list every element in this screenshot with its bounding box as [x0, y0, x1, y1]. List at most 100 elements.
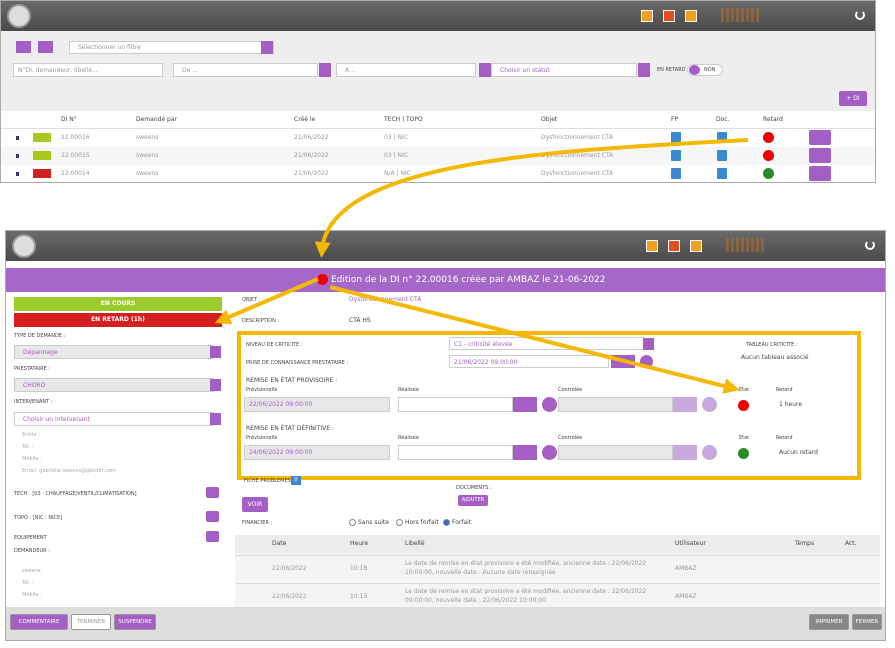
footer-button[interactable]: IMPRIMER	[809, 614, 849, 630]
add-button[interactable]	[206, 511, 219, 522]
done-input[interactable]	[398, 445, 513, 460]
calendar-button[interactable]	[673, 397, 697, 412]
dropdown-circle[interactable]	[542, 397, 557, 412]
documents-add-button[interactable]: AJOUTER	[458, 495, 488, 506]
cell: Dysfonctionnement CTA	[541, 134, 614, 141]
calendar-button[interactable]	[513, 445, 537, 460]
cell: Le date de remise en état provisoire a é…	[405, 588, 647, 604]
table-row[interactable]: 22.00014 sweens 21/06/2022 N/A | NIC Dysfonc…	[1, 165, 875, 182]
field-label: EQUIPEMENT	[14, 535, 47, 541]
table-row[interactable]: 22.00015 sweens 21/06/2022 03 | NIC Dysfonct…	[1, 147, 875, 165]
dropdown-circle[interactable]	[702, 445, 717, 460]
column-label: Retard	[776, 435, 793, 441]
status-color	[33, 169, 51, 178]
cell: sweens	[136, 134, 159, 141]
radio[interactable]	[396, 519, 403, 526]
planned-input: 24/06/2022 09:00:00	[244, 445, 390, 460]
table-row[interactable]: 22.00016 sweens 21/06/2022 03 | NIC Dysfonct…	[1, 129, 875, 147]
dropdown-circle[interactable]	[702, 397, 717, 412]
list-screen: Sélectionner un filtre N°DI, demandeur, l…	[0, 0, 876, 183]
field-label: PRESTATAIRE :	[14, 366, 50, 372]
to-input[interactable]: A ...	[336, 63, 476, 77]
toolbar-icon[interactable]	[690, 240, 702, 252]
cell: Le date de remise en état provisoire a é…	[405, 560, 647, 576]
edit-button[interactable]	[809, 166, 831, 181]
late-label: EN RETARD	[657, 67, 686, 73]
from-input[interactable]: De ...	[173, 63, 318, 77]
radio[interactable]	[349, 519, 356, 526]
fp-icon[interactable]	[671, 150, 681, 161]
radio[interactable]	[443, 519, 450, 526]
power-button[interactable]	[855, 10, 865, 20]
search-input[interactable]: N°DI, demandeur, libellé...	[13, 63, 163, 77]
cell: AMBAZ	[675, 593, 697, 600]
footer-button[interactable]: SUSPENDRE	[114, 614, 156, 630]
filter-button[interactable]	[16, 41, 31, 53]
footer-button[interactable]: FERMER	[852, 614, 882, 630]
field-label: DEMANDEUR :	[14, 548, 50, 554]
filter-select[interactable]: Sélectionner un filtre	[69, 41, 274, 54]
checked-input[interactable]	[558, 397, 673, 412]
doc-icon[interactable]	[717, 168, 727, 179]
add-di-button[interactable]: + DI	[839, 91, 867, 106]
cell: 22/06/2022	[272, 565, 307, 572]
dropdown-circle[interactable]	[542, 445, 557, 460]
calendar-button[interactable]	[479, 63, 491, 77]
eraser-button[interactable]	[38, 41, 53, 53]
toolbar-icon[interactable]	[685, 10, 697, 22]
column-header: Heure	[350, 540, 369, 547]
view-button[interactable]: VOIR	[242, 497, 268, 512]
ack-input[interactable]: 21/06/2022 09:00:00	[449, 355, 609, 368]
footer-button[interactable]: TERMINER	[71, 614, 111, 630]
info-line: sweens	[22, 568, 41, 574]
cell: 03 | NIC	[384, 134, 408, 141]
done-input[interactable]	[398, 397, 513, 412]
criticity-select[interactable]: C1 - criticité élevée	[449, 337, 644, 350]
cell: 22.00014	[61, 170, 90, 177]
doc-icon[interactable]	[717, 132, 727, 143]
column-label: Retard	[776, 387, 793, 393]
toolbar-icon[interactable]	[646, 240, 658, 252]
planned-input: 22/06/2022 09:00:00	[244, 397, 390, 412]
field-label: FINANCIER :	[242, 520, 273, 526]
expand-arrow	[16, 172, 19, 176]
title-indicator	[317, 274, 328, 285]
calendar-button[interactable]	[319, 63, 331, 77]
history-row: 22/06/2022 10:18 Le date de remise en état…	[235, 555, 880, 581]
toolbar-icon[interactable]	[663, 10, 675, 22]
status-badge: EN COURS	[14, 297, 222, 311]
select-caret	[638, 63, 650, 77]
calendar-button[interactable]	[513, 397, 537, 412]
power-button[interactable]	[865, 240, 875, 250]
cell: 22/06/2022	[272, 593, 307, 600]
toggle-text: NON	[704, 67, 716, 73]
calendar-button[interactable]	[673, 445, 697, 460]
late-indicator	[763, 168, 774, 179]
toolbar-icon[interactable]	[641, 10, 653, 22]
add-button[interactable]	[206, 487, 219, 498]
cell: AMBAZ	[675, 565, 697, 572]
description-value: CTA HS	[349, 317, 371, 324]
footer-button[interactable]: COMMENTAIRE	[10, 614, 68, 630]
history-header	[235, 535, 880, 553]
cell: 22.00015	[61, 152, 90, 159]
status-color	[33, 151, 51, 160]
delay-value: 1 heure	[779, 401, 803, 408]
cell: 10:15	[350, 593, 368, 600]
cell: 21/06/2022	[294, 152, 329, 159]
checked-input[interactable]	[558, 445, 673, 460]
edit-button[interactable]	[809, 148, 831, 163]
status-select[interactable]: Choisir un statut	[491, 63, 637, 77]
list-table: DI N° Demandé par Créé le TECH | TOPO Objet F…	[1, 111, 875, 182]
user-name	[726, 238, 766, 252]
fp-icon[interactable]	[671, 168, 681, 179]
column-label: Contrôlée	[558, 387, 583, 393]
add-button[interactable]	[206, 531, 219, 542]
section-label: REMISE EN ÉTAT DÉFINITIVE :	[246, 425, 334, 432]
field-label: TECH : [03 : CHAUFFAGE/VENTIL/CLIMATISAT…	[14, 491, 137, 497]
column-label: Contrôlée	[558, 435, 583, 441]
doc-icon[interactable]	[717, 150, 727, 161]
edit-button[interactable]	[809, 130, 831, 145]
toolbar-icon[interactable]	[668, 240, 680, 252]
fp-icon[interactable]	[671, 132, 681, 143]
